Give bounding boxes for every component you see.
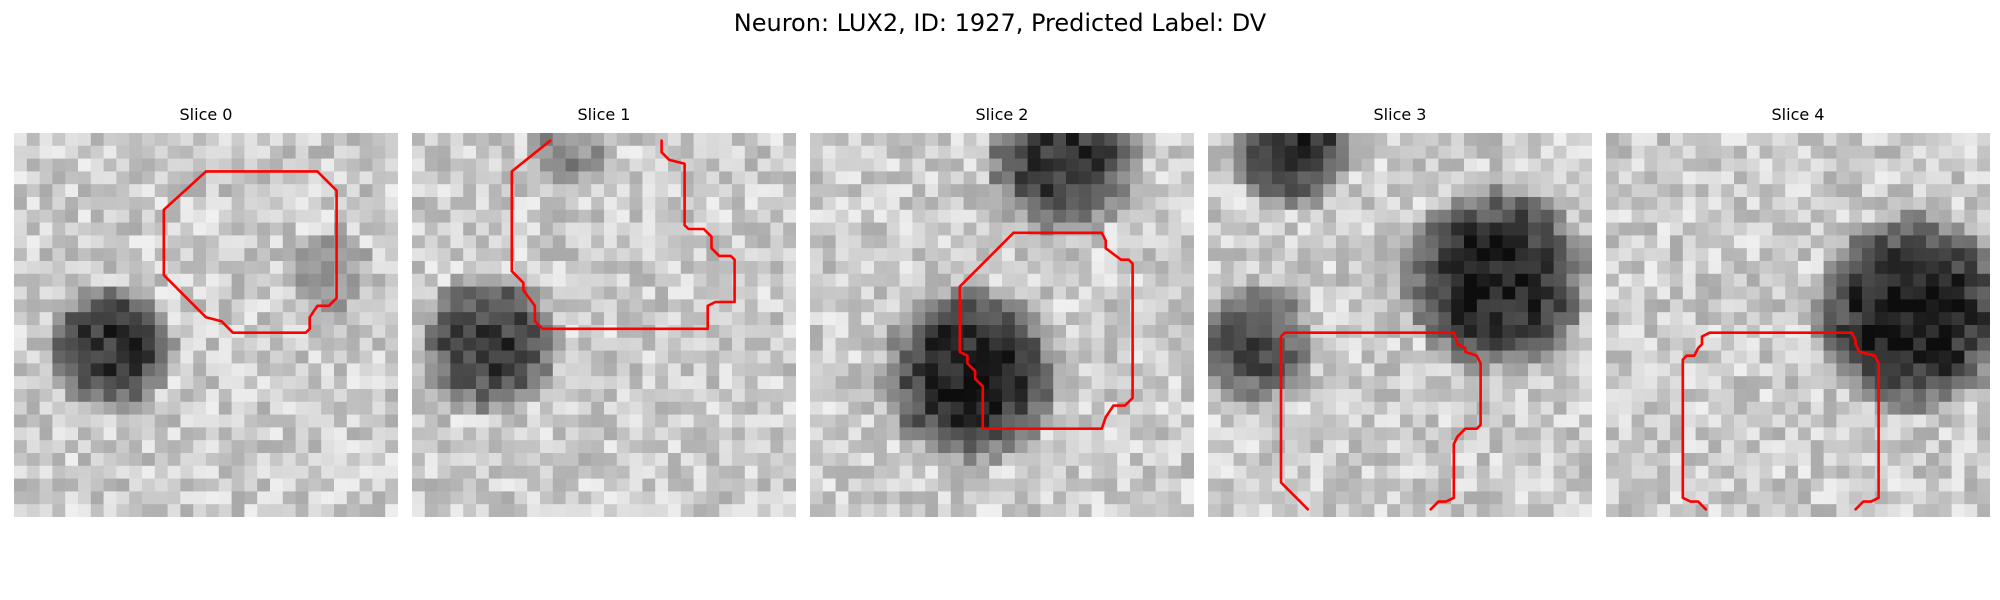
- slice-title-0: Slice 0: [179, 105, 233, 124]
- slice-image-3: [1208, 133, 1592, 517]
- slice-image-0: [14, 133, 398, 517]
- pixel-grid: [1208, 133, 1592, 517]
- slice-panel-0: Slice 0: [14, 104, 398, 517]
- slice-title-1: Slice 1: [577, 105, 631, 124]
- slice-panel-2: Slice 2: [810, 104, 1194, 517]
- pixel-grid: [1606, 133, 1990, 517]
- slice-title-2: Slice 2: [975, 105, 1029, 124]
- figure-title: Neuron: LUX2, ID: 1927, Predicted Label:…: [733, 9, 1267, 37]
- slice-panel-1: Slice 1: [412, 104, 796, 517]
- slice-image-2: [810, 133, 1194, 517]
- slice-panel-4: Slice 4: [1606, 104, 1990, 517]
- slice-panel-3: Slice 3: [1208, 104, 1592, 517]
- pixel-grid: [412, 133, 796, 517]
- slice-image-4: [1606, 133, 1990, 517]
- roi-contour: [958, 231, 1134, 431]
- pixel-grid: [14, 133, 398, 517]
- roi-contour: [1681, 331, 1880, 511]
- pixel-grid: [810, 133, 1194, 517]
- slice-title-3: Slice 3: [1373, 105, 1427, 124]
- slice-title-4: Slice 4: [1771, 105, 1825, 124]
- roi-contour: [162, 170, 338, 334]
- roi-contour: [1279, 331, 1482, 511]
- roi-contour: [510, 139, 736, 331]
- slice-image-1: [412, 133, 796, 517]
